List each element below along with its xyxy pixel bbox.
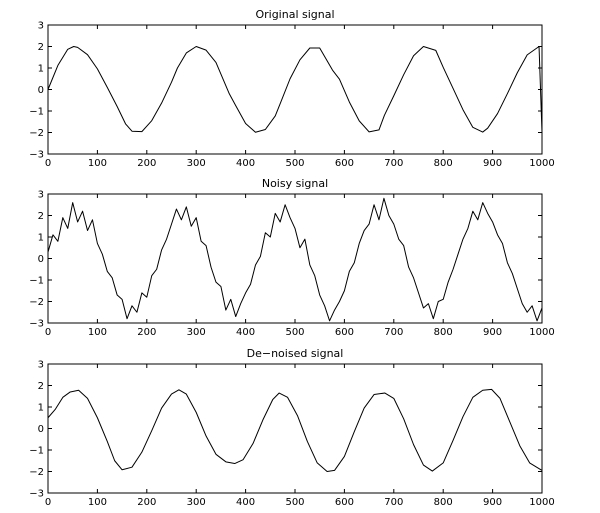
y-tick-label: −3 <box>29 150 44 161</box>
x-tick-label: 200 <box>137 497 156 508</box>
x-tick-label: 1000 <box>529 158 554 169</box>
x-tick-label: 900 <box>483 158 502 169</box>
y-tick-label: 0 <box>38 254 44 265</box>
x-tick-label: 700 <box>384 158 403 169</box>
y-tick-label: 3 <box>38 360 44 371</box>
series-line <box>47 46 543 133</box>
y-tick-label: −1 <box>29 107 44 118</box>
y-tick-label: −1 <box>29 446 44 457</box>
x-tick-label: 500 <box>285 497 304 508</box>
x-tick-label: 200 <box>137 158 156 169</box>
y-tick-label: −2 <box>29 467 44 478</box>
x-tick-label: 400 <box>236 158 255 169</box>
x-tick-label: 800 <box>434 158 453 169</box>
subplot-original-signal: Original signal 0 100 200 300 400 500 600 700 80… <box>29 8 554 169</box>
x-tick-label: 800 <box>434 327 453 338</box>
x-tick-label: 400 <box>236 497 255 508</box>
chart-title: De−noised signal <box>247 347 344 360</box>
axes-frame <box>47 363 543 494</box>
y-tick-label: 1 <box>38 233 44 244</box>
subplot-noisy-signal: Noisy signal 0 100 200 300 400 500 600 700 800 90… <box>29 177 554 338</box>
x-tick-label: 100 <box>88 497 107 508</box>
x-tick-label: 100 <box>88 327 107 338</box>
x-tick-label: 200 <box>137 327 156 338</box>
x-tick-label: 1000 <box>529 497 554 508</box>
y-tick-label: −3 <box>29 319 44 330</box>
subplot-denoised-signal: De−noised signal 0 100 200 300 400 500 600 700 8… <box>29 347 554 508</box>
series-line <box>47 197 543 322</box>
y-tick-label: −1 <box>29 276 44 287</box>
x-tick-label: 1000 <box>529 327 554 338</box>
axes-frame <box>47 193 543 324</box>
chart-title: Noisy signal <box>262 177 328 190</box>
x-tick-label: 800 <box>434 497 453 508</box>
x-tick-label: 100 <box>88 158 107 169</box>
y-tick-label: 3 <box>38 21 44 32</box>
y-tick-label: −2 <box>29 297 44 308</box>
x-tick-label: 600 <box>335 158 354 169</box>
x-tick-label: 300 <box>187 327 206 338</box>
x-tick-label: 700 <box>384 327 403 338</box>
y-tick-label: 3 <box>38 190 44 201</box>
x-tick-label: 0 <box>45 158 51 169</box>
x-tick-label: 0 <box>45 327 51 338</box>
y-tick-label: −3 <box>29 489 44 500</box>
y-tick-label: 0 <box>38 85 44 96</box>
x-tick-label: 900 <box>483 327 502 338</box>
y-tick-label: −2 <box>29 128 44 139</box>
y-tick-label: 2 <box>38 42 44 53</box>
x-tick-label: 700 <box>384 497 403 508</box>
y-tick-label: 2 <box>38 381 44 392</box>
series-line <box>47 388 543 472</box>
y-tick-label: 1 <box>38 403 44 414</box>
axis-ticks: 0 100 200 300 400 500 600 700 800 900 1000 −3 −2 −1 0 1… <box>29 21 554 170</box>
x-tick-label: 500 <box>285 158 304 169</box>
axes-frame <box>47 24 543 155</box>
x-tick-label: 300 <box>187 497 206 508</box>
x-tick-label: 300 <box>187 158 206 169</box>
x-tick-label: 600 <box>335 327 354 338</box>
axis-ticks: 0 100 200 300 400 500 600 700 800 900 1000 −3 −2 −1 0 1… <box>29 360 554 509</box>
x-tick-label: 500 <box>285 327 304 338</box>
x-tick-label: 600 <box>335 497 354 508</box>
y-tick-label: 2 <box>38 211 44 222</box>
axis-ticks: 0 100 200 300 400 500 600 700 800 900 1000 −3 −2 −1 0 1… <box>29 190 554 339</box>
x-tick-label: 900 <box>483 497 502 508</box>
y-tick-label: 0 <box>38 424 44 435</box>
x-tick-label: 400 <box>236 327 255 338</box>
chart-title: Original signal <box>255 8 334 21</box>
y-tick-label: 1 <box>38 64 44 75</box>
x-tick-label: 0 <box>45 497 51 508</box>
